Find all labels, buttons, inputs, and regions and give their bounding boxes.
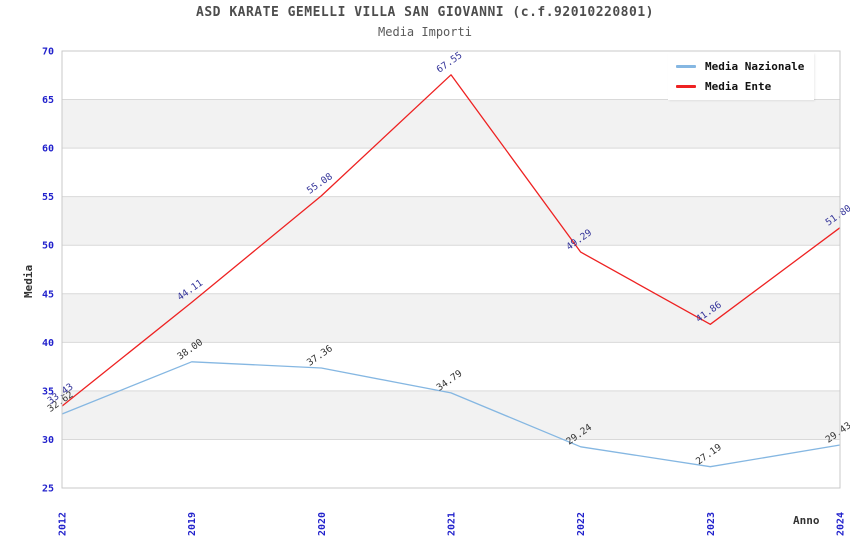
legend-swatch-nazionale-icon: [676, 65, 696, 68]
y-tick-label: 55: [42, 192, 54, 203]
x-tick-label: 2023: [706, 512, 717, 536]
x-axis-title: Anno: [793, 514, 820, 527]
y-tick-label: 45: [42, 289, 54, 300]
y-tick-label: 25: [42, 484, 54, 495]
x-tick-label: 2021: [447, 512, 458, 536]
y-tick-label: 65: [42, 95, 54, 106]
x-tick-label: 2012: [58, 512, 69, 536]
series-line-media-ente: [61, 74, 841, 407]
y-tick-label: 30: [42, 435, 54, 446]
y-tick-label: 40: [42, 338, 54, 349]
y-tick-label: 60: [42, 144, 54, 155]
plot-border: [61, 50, 841, 489]
legend-label: Media Nazionale: [705, 60, 805, 73]
chart-legend: Media Nazionale Media Ente: [668, 53, 814, 100]
band-stripe: [62, 99, 840, 149]
chart-title: ASD KARATE GEMELLI VILLA SAN GIOVANNI (c…: [196, 5, 654, 20]
legend-item-media-ente: Media Ente: [676, 80, 814, 93]
band-stripe: [62, 196, 840, 246]
legend-item-media-nazionale: Media Nazionale: [676, 60, 814, 73]
band-stripe: [62, 390, 840, 440]
legend-swatch-ente-icon: [676, 85, 696, 88]
y-axis-title: Media: [22, 264, 35, 298]
y-tick-label: 35: [42, 386, 54, 397]
x-tick-label: 2020: [317, 512, 328, 536]
x-tick-label: 2022: [576, 512, 587, 536]
band-stripe: [62, 293, 840, 343]
y-tick-label: 70: [42, 47, 54, 58]
x-tick-label: 2024: [836, 512, 847, 536]
series-line-media-nazionale: [61, 361, 841, 468]
y-tick-label: 50: [42, 241, 54, 252]
chart-subtitle: Media Importi: [378, 25, 472, 39]
x-tick-label: 2019: [187, 512, 198, 536]
legend-label: Media Ente: [705, 80, 772, 93]
